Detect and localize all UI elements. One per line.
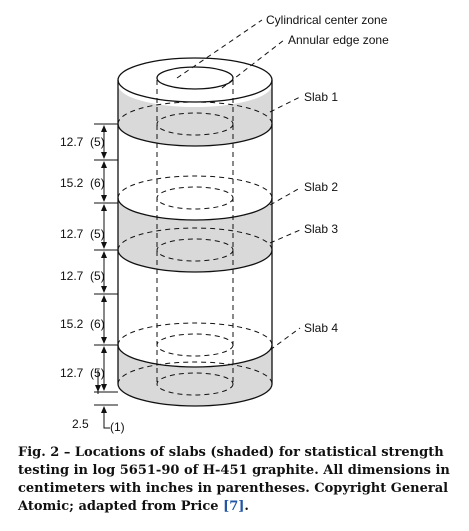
dimension-label: 2.5 (72, 417, 89, 431)
dimension-label: 15.2 (6) (60, 317, 105, 331)
dimension-label: (1) (110, 420, 125, 434)
slab-1-shade (118, 85, 272, 146)
slab-4-shade (118, 345, 272, 406)
dimension-label: 12.7 (5) (60, 269, 105, 283)
dimension-labels: 12.7 (5) 15.2 (6) 12.7 (5) 12.7 (5) 15.2… (60, 135, 125, 434)
slab-2-shade (118, 198, 272, 272)
slab-3-label: Slab 3 (304, 222, 338, 236)
dimension-label: 12.7 (5) (60, 135, 105, 149)
slab-4-label: Slab 4 (304, 321, 338, 335)
caption-end: . (244, 499, 249, 514)
dimension-extension-lines (94, 123, 118, 406)
center-zone-label: Cylindrical center zone (266, 13, 388, 27)
cylinder-slab-diagram: Cylindrical center zone Annular edge zon… (60, 13, 389, 434)
figure-caption: Fig. 2 – Locations of slabs (shaded) for… (18, 444, 460, 516)
slab-leaders (269, 96, 301, 351)
center-zone-dashes (117, 19, 285, 396)
caption-reference-link[interactable]: [7] (223, 499, 245, 514)
dimension-label: 12.7 (5) (60, 227, 105, 241)
edge-zone-label: Annular edge zone (288, 33, 389, 47)
slab-1-label: Slab 1 (304, 90, 338, 104)
dimension-arrowheads (95, 125, 107, 413)
dimension-label: 12.7 (5) (60, 366, 105, 380)
slab-2-label: Slab 2 (304, 180, 338, 194)
small-dimension-leader (103, 422, 110, 429)
caption-text: Fig. 2 – Locations of slabs (shaded) for… (18, 445, 450, 514)
dimension-label: 15.2 (6) (60, 176, 105, 190)
